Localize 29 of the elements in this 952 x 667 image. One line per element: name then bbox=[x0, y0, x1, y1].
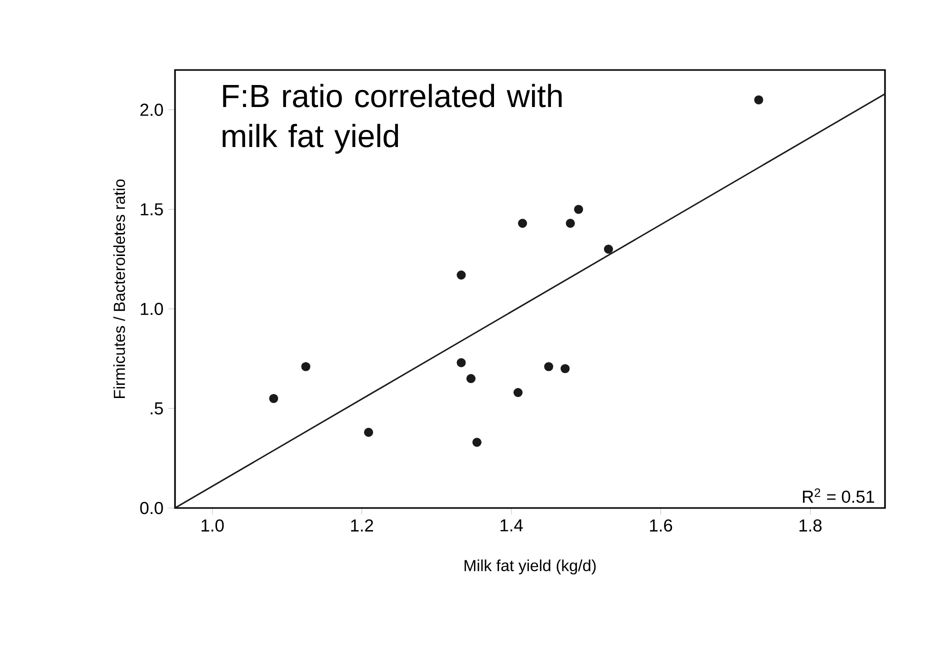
y-tick-label: 1.0 bbox=[140, 302, 163, 316]
y-tick-label: 2.0 bbox=[140, 104, 163, 116]
x-tick-label: 1.8 bbox=[800, 519, 822, 532]
point bbox=[518, 218, 528, 228]
point bbox=[301, 362, 310, 372]
annotation: F:B ratio correlated with milk fat yield bbox=[222, 84, 562, 154]
x-tick-label: 1.2 bbox=[351, 519, 374, 532]
point bbox=[456, 358, 466, 368]
point bbox=[466, 374, 476, 384]
point bbox=[472, 438, 482, 447]
y-tick-label: 0.0 bbox=[140, 502, 163, 514]
y-axis-title: Firmicutes / Bacteroidetes ratio bbox=[113, 179, 126, 398]
point bbox=[514, 388, 523, 398]
x-axis-title: Milk fat yield (kg/d) bbox=[464, 559, 596, 574]
point bbox=[269, 394, 278, 404]
point bbox=[544, 362, 554, 372]
y-tick-label: .5 bbox=[150, 402, 163, 414]
annotation: R$^{2}$ = 0.51 bbox=[802, 488, 874, 503]
point bbox=[560, 364, 570, 374]
x-tick-label: 1.0 bbox=[202, 519, 224, 532]
point bbox=[604, 244, 614, 254]
point bbox=[456, 270, 466, 280]
point bbox=[364, 428, 374, 437]
x-tick-label: 1.6 bbox=[650, 519, 672, 532]
point bbox=[754, 95, 764, 104]
point bbox=[574, 204, 584, 214]
y-tick-label: 1.5 bbox=[140, 203, 163, 216]
point bbox=[566, 218, 575, 228]
x-tick-label: 1.4 bbox=[500, 519, 523, 532]
